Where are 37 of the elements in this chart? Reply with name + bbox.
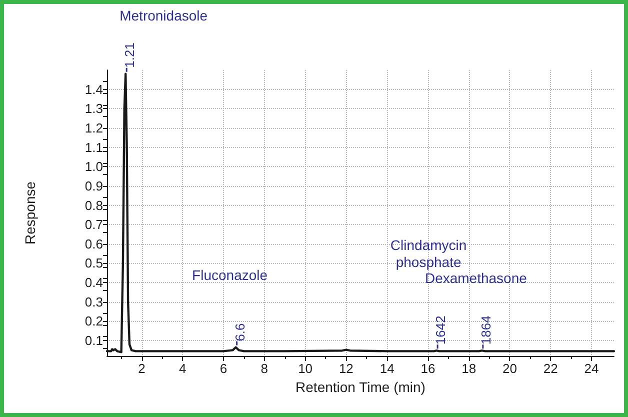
- y-tick-label: 0.3: [84, 294, 103, 310]
- y-tick-label: 1.0: [84, 159, 103, 174]
- annotation: Dexamethasone: [424, 270, 528, 286]
- y-tick-label: 0.1: [84, 333, 103, 348]
- x-tick-label: 14: [380, 361, 394, 376]
- y-tick-label: 0.6: [84, 236, 103, 252]
- x-tick-label: 4: [179, 361, 186, 376]
- annotation: 1864: [478, 316, 494, 345]
- y-tick-label: 0.9: [84, 178, 103, 194]
- y-tick-label: 1.2: [84, 120, 103, 136]
- text: Metronidasole: [120, 7, 208, 24]
- annotation: Clindamycin phosphate: [390, 237, 467, 270]
- x-tick-label: 8: [260, 361, 268, 376]
- x-tick-label: 18: [462, 361, 476, 376]
- y-axis-title: Response: [22, 181, 38, 245]
- y-tick-label: 0.8: [84, 198, 103, 213]
- annotation: 6.6: [232, 323, 248, 342]
- y-tick-label: 1.4: [84, 82, 103, 97]
- y-tick-label: 0.4: [84, 275, 103, 290]
- y-tick-label: 0.5: [84, 256, 103, 271]
- x-tick-label: 2: [138, 361, 146, 376]
- annotation: 1642: [433, 316, 448, 345]
- line-series: [106, 72, 616, 354]
- y-tick-label: 1.1: [84, 140, 103, 155]
- x-tick-label: 22: [543, 361, 558, 376]
- x-tick-label: 10: [298, 361, 313, 376]
- x-tick-label: 20: [502, 361, 517, 376]
- x-tick-label: 6: [220, 361, 228, 376]
- annotation: 1.21: [122, 42, 138, 68]
- y-tick-label: 0.7: [84, 217, 103, 232]
- x-axis-title: Retention Time (min): [296, 378, 426, 395]
- x-tick-label: 12: [338, 361, 354, 376]
- x-tick-label: 16: [420, 361, 436, 376]
- x-tick-label: 24: [584, 361, 599, 376]
- y-tick-label: 1.3: [84, 101, 103, 116]
- y-tick-label: 0.2: [84, 314, 103, 329]
- annotation: Fluconazole: [192, 266, 268, 283]
